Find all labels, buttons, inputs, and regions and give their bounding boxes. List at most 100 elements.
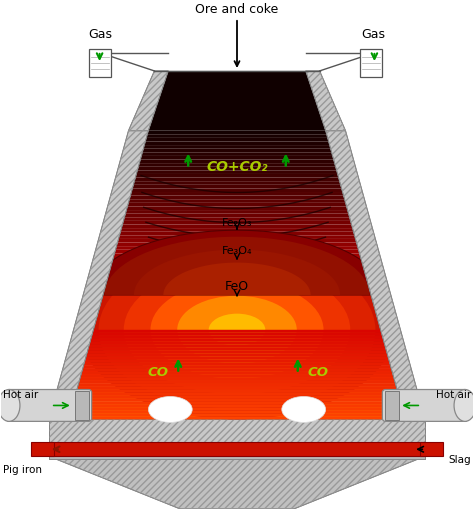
Polygon shape	[72, 390, 402, 393]
Polygon shape	[69, 414, 405, 416]
Polygon shape	[75, 394, 399, 398]
Polygon shape	[134, 250, 340, 295]
Polygon shape	[110, 265, 364, 268]
Polygon shape	[82, 369, 392, 373]
Polygon shape	[73, 387, 401, 390]
Polygon shape	[124, 218, 350, 221]
FancyBboxPatch shape	[89, 50, 110, 78]
Polygon shape	[420, 442, 443, 457]
Polygon shape	[86, 355, 388, 358]
Polygon shape	[70, 405, 404, 408]
Polygon shape	[74, 375, 400, 378]
Polygon shape	[72, 405, 402, 409]
Polygon shape	[114, 254, 360, 258]
Text: Fe₂O₃: Fe₂O₃	[222, 218, 252, 228]
Polygon shape	[137, 171, 337, 175]
Polygon shape	[71, 402, 403, 405]
Polygon shape	[118, 236, 356, 239]
Polygon shape	[71, 399, 403, 402]
Polygon shape	[95, 322, 379, 326]
Polygon shape	[49, 457, 425, 509]
Polygon shape	[128, 204, 346, 207]
Polygon shape	[134, 182, 340, 185]
Text: Gas: Gas	[89, 27, 113, 41]
Polygon shape	[90, 341, 384, 344]
Polygon shape	[117, 243, 357, 247]
Polygon shape	[80, 376, 394, 380]
Polygon shape	[120, 229, 354, 232]
Polygon shape	[130, 192, 344, 196]
Polygon shape	[109, 268, 365, 272]
Polygon shape	[148, 72, 326, 131]
FancyBboxPatch shape	[6, 390, 91, 421]
Polygon shape	[79, 333, 395, 336]
Polygon shape	[146, 135, 328, 138]
Polygon shape	[119, 232, 355, 236]
Polygon shape	[122, 221, 352, 225]
Polygon shape	[96, 319, 378, 322]
Polygon shape	[74, 369, 400, 372]
Text: Hot air: Hot air	[3, 389, 38, 399]
Polygon shape	[77, 348, 397, 351]
Polygon shape	[77, 345, 397, 348]
Polygon shape	[74, 372, 400, 375]
Polygon shape	[71, 409, 403, 412]
Text: CO: CO	[308, 365, 328, 378]
Polygon shape	[142, 150, 332, 153]
Polygon shape	[126, 211, 348, 214]
Text: Hot air: Hot air	[436, 389, 471, 399]
FancyBboxPatch shape	[360, 50, 383, 78]
Polygon shape	[101, 297, 373, 301]
Polygon shape	[104, 237, 370, 295]
Polygon shape	[77, 351, 397, 354]
Polygon shape	[49, 131, 148, 419]
Polygon shape	[132, 185, 342, 189]
Polygon shape	[118, 239, 356, 243]
Polygon shape	[104, 290, 370, 294]
Polygon shape	[164, 263, 310, 295]
Text: CO: CO	[147, 365, 168, 378]
Polygon shape	[91, 337, 383, 341]
Polygon shape	[306, 72, 346, 131]
Polygon shape	[85, 358, 389, 362]
Polygon shape	[79, 336, 395, 339]
FancyBboxPatch shape	[75, 391, 89, 420]
Ellipse shape	[80, 241, 394, 419]
Polygon shape	[111, 261, 363, 265]
Polygon shape	[75, 363, 399, 366]
Polygon shape	[141, 153, 333, 157]
Polygon shape	[112, 258, 362, 261]
Polygon shape	[78, 384, 396, 387]
Polygon shape	[140, 157, 334, 160]
Ellipse shape	[0, 390, 20, 421]
Ellipse shape	[124, 266, 350, 394]
Polygon shape	[31, 442, 54, 457]
Polygon shape	[129, 196, 345, 200]
Polygon shape	[108, 275, 366, 279]
Polygon shape	[78, 342, 396, 345]
Polygon shape	[146, 138, 328, 142]
Polygon shape	[121, 225, 353, 229]
Polygon shape	[70, 408, 404, 411]
Polygon shape	[84, 362, 390, 365]
Polygon shape	[73, 381, 401, 384]
Polygon shape	[102, 294, 372, 297]
Text: FeO: FeO	[225, 280, 249, 293]
Polygon shape	[90, 231, 384, 295]
Polygon shape	[94, 326, 380, 329]
Polygon shape	[100, 301, 374, 304]
Polygon shape	[77, 387, 397, 391]
Polygon shape	[69, 416, 405, 419]
Polygon shape	[105, 286, 369, 290]
Polygon shape	[76, 354, 398, 357]
Polygon shape	[131, 189, 343, 192]
Polygon shape	[71, 395, 403, 399]
Polygon shape	[69, 416, 405, 419]
Polygon shape	[49, 442, 425, 459]
Polygon shape	[139, 160, 335, 164]
Polygon shape	[79, 330, 395, 333]
Polygon shape	[73, 402, 401, 405]
Text: Slag: Slag	[448, 455, 471, 464]
Polygon shape	[326, 131, 425, 419]
Polygon shape	[49, 442, 425, 457]
